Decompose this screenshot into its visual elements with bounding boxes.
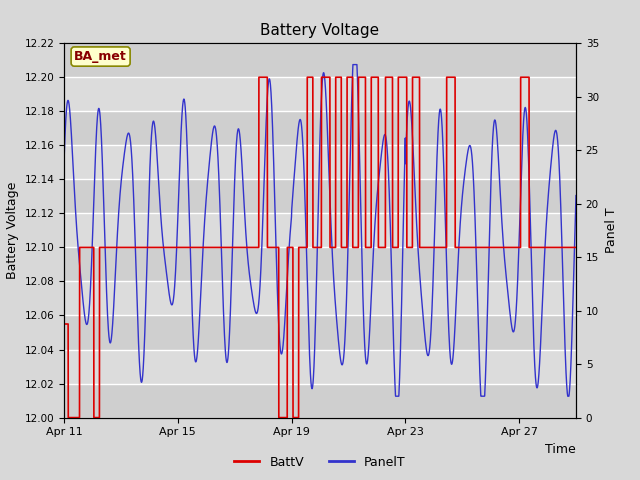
Bar [64, 214, 576, 247]
Bar [64, 111, 576, 145]
Bar [64, 180, 576, 214]
Bar [64, 145, 576, 180]
Bar [64, 349, 576, 384]
Bar [64, 315, 576, 349]
Y-axis label: Panel T: Panel T [605, 207, 618, 253]
X-axis label: Time: Time [545, 443, 576, 456]
Y-axis label: Battery Voltage: Battery Voltage [6, 182, 19, 279]
Bar [64, 43, 576, 77]
Title: Battery Voltage: Battery Voltage [260, 23, 380, 38]
Bar [64, 281, 576, 315]
Bar [64, 247, 576, 281]
Text: BA_met: BA_met [74, 50, 127, 63]
Bar [64, 384, 576, 418]
Bar [64, 77, 576, 111]
Legend: BattV, PanelT: BattV, PanelT [229, 451, 411, 474]
